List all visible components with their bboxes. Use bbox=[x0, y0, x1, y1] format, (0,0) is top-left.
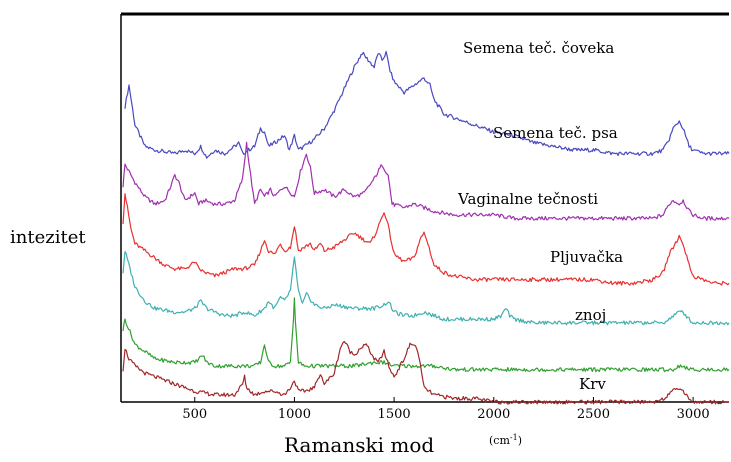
x-tick-label-2500: 2500 bbox=[577, 407, 610, 422]
series-line-6 bbox=[122, 340, 730, 405]
x-tick-label-3000: 3000 bbox=[677, 407, 710, 422]
series-label-2: Semena teč. psa bbox=[493, 124, 618, 142]
y-axis-title: intezitet bbox=[10, 227, 86, 248]
x-ticks: 500 1000 1500 2000 2500 3000 bbox=[182, 397, 710, 422]
x-tick-label-500: 500 bbox=[182, 407, 207, 422]
x-tick-label-1500: 1500 bbox=[378, 407, 411, 422]
x-axis-unit: (cm-1) bbox=[489, 433, 522, 447]
series-line-4 bbox=[122, 251, 730, 326]
x-tick-label-2000: 2000 bbox=[477, 407, 510, 422]
series-label-1: Semena teč. čoveka bbox=[463, 39, 614, 57]
x-tick-label-1000: 1000 bbox=[278, 407, 311, 422]
series-label-6: Krv bbox=[579, 375, 606, 393]
x-axis-unit-close: ) bbox=[518, 434, 522, 447]
series-line-2 bbox=[122, 141, 730, 221]
x-axis-title: Ramanski mod bbox=[284, 433, 434, 457]
series-label-5: znoj bbox=[575, 306, 606, 324]
series-line-1 bbox=[124, 50, 730, 159]
series-label-4: Pljuvačka bbox=[550, 248, 623, 266]
series-label-3: Vaginalne tečnosti bbox=[457, 190, 598, 208]
series-line-3 bbox=[122, 193, 730, 286]
x-axis-unit-exponent: -1 bbox=[510, 433, 518, 442]
series-line-5 bbox=[122, 297, 730, 373]
x-axis-unit-open: (cm bbox=[489, 434, 510, 447]
series-labels: Semena teč. čoveka Semena teč. psa Vaginal… bbox=[457, 39, 623, 393]
series-layer bbox=[122, 50, 730, 405]
